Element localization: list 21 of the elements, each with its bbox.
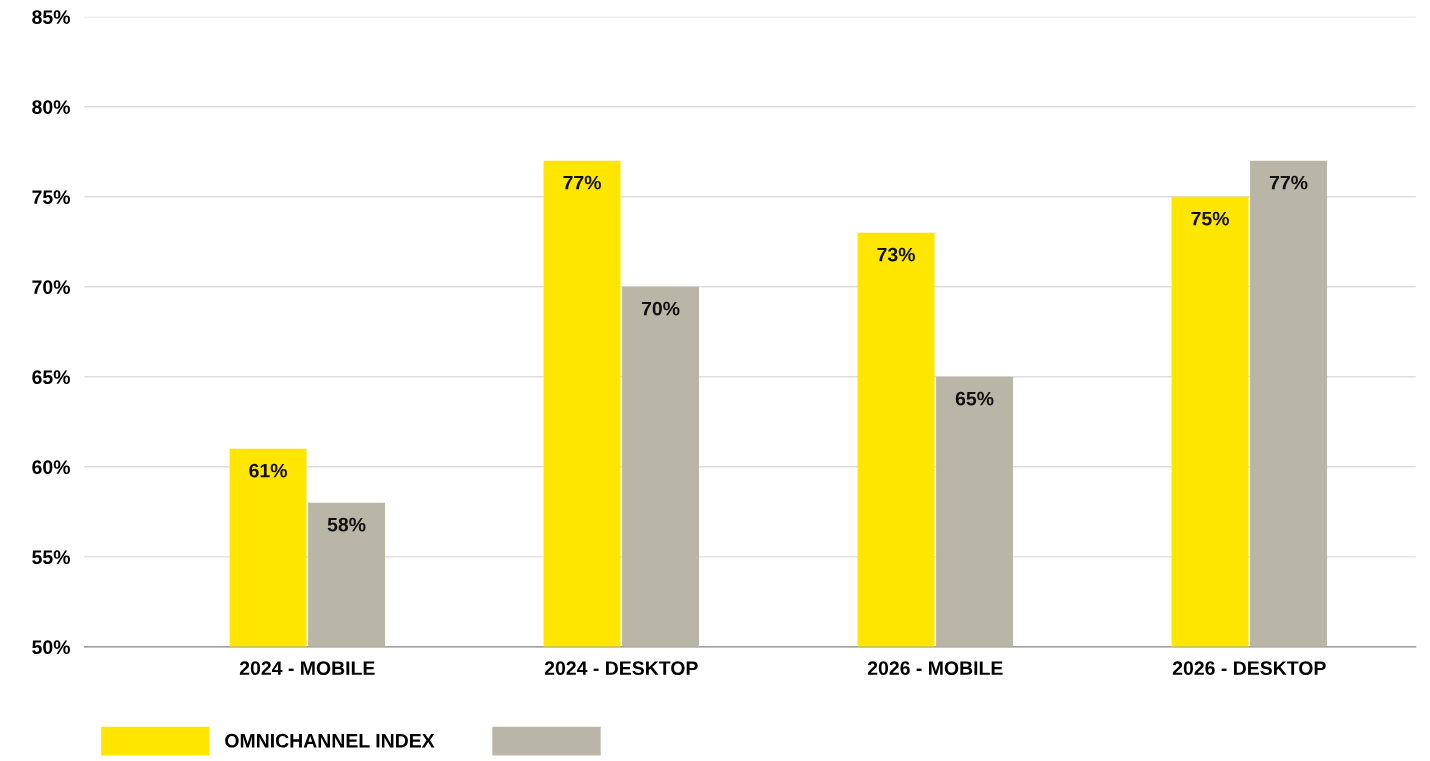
data-label: 77% xyxy=(563,175,601,190)
x-tick-label: 2024 - MOBILE xyxy=(239,661,375,676)
data-label: 70% xyxy=(641,301,680,316)
data-label: 58% xyxy=(327,517,366,532)
y-tick-label: 80% xyxy=(32,100,70,114)
y-tick-label: 50% xyxy=(32,640,70,655)
y-tick-label: 85% xyxy=(32,10,70,24)
text: OMNICHANNEL INDEX xyxy=(225,733,435,748)
y-tick-label: 60% xyxy=(32,460,70,475)
y-tick-label: 55% xyxy=(32,550,70,565)
y-tick-label: 70% xyxy=(32,280,70,295)
data-label: 77% xyxy=(1269,175,1308,190)
y-tick-label: 75% xyxy=(32,190,70,205)
data-label: 61% xyxy=(249,463,287,478)
data-label: 65% xyxy=(955,391,994,406)
x-tick-label: 2024 - DESKTOP xyxy=(544,661,698,676)
x-tick-label: 2026 - MOBILE xyxy=(867,661,1003,676)
y-tick-label: 65% xyxy=(32,370,70,385)
data-label: 75% xyxy=(1191,211,1229,226)
data-label: 73% xyxy=(877,247,915,262)
x-tick-label: 2026 - DESKTOP xyxy=(1172,661,1326,676)
